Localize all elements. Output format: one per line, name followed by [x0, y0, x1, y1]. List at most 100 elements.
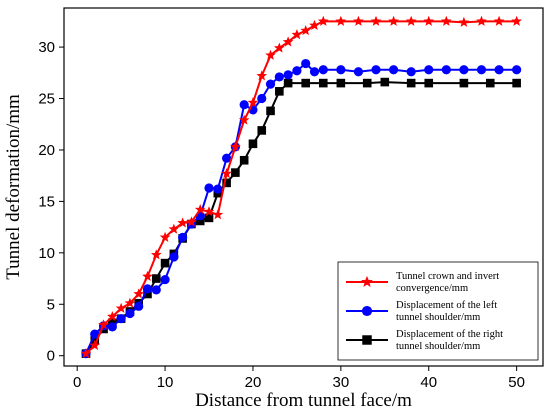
data-point [168, 223, 180, 234]
data-point [116, 314, 126, 324]
data-point [318, 65, 328, 75]
x-axis-label: Distance from tunnel face/m [195, 390, 412, 411]
y-tick-label: 10 [38, 245, 55, 262]
data-point [204, 183, 214, 193]
y-tick-label: 25 [38, 91, 55, 108]
y-tick-label: 20 [38, 142, 55, 159]
data-point [292, 66, 302, 76]
legend-label: tunnel shoulder/mm [396, 312, 480, 323]
data-point [195, 216, 205, 226]
data-point [406, 78, 416, 88]
data-point [256, 70, 268, 81]
x-tick-label: 30 [333, 374, 350, 391]
data-point [424, 65, 434, 75]
data-point [317, 15, 329, 26]
data-point [459, 65, 469, 75]
data-point [283, 70, 293, 80]
legend-label: Displacement of the right [396, 329, 503, 340]
data-point [204, 213, 214, 223]
data-point [405, 15, 417, 26]
data-point [212, 209, 224, 220]
legend-marker [362, 335, 372, 345]
data-point [213, 184, 223, 194]
data-point [98, 319, 109, 330]
data-point [257, 93, 267, 104]
data-point [159, 231, 171, 242]
legend-label: Displacement of the left [396, 300, 497, 311]
data-point [266, 106, 275, 116]
data-point [247, 97, 259, 108]
data-point [336, 78, 346, 88]
data-point [203, 206, 215, 217]
data-point [124, 297, 136, 308]
data-point [441, 15, 452, 26]
y-tick-label: 5 [47, 296, 55, 313]
data-point [388, 65, 399, 75]
legend-marker [361, 305, 373, 317]
series-1 [80, 15, 522, 359]
data-point [221, 153, 232, 163]
data-point [458, 16, 470, 27]
data-point [371, 65, 381, 75]
data-point [231, 168, 240, 177]
data-point [248, 139, 258, 149]
data-point [115, 302, 127, 313]
data-point [89, 339, 101, 350]
data-point [388, 15, 399, 26]
data-point [423, 15, 435, 26]
data-point [353, 67, 364, 77]
data-point [230, 141, 241, 152]
data-point [151, 274, 161, 283]
data-point [239, 155, 249, 165]
data-point [222, 178, 231, 188]
y-tick-label: 30 [38, 39, 55, 56]
data-point [282, 36, 294, 47]
data-point [301, 58, 311, 69]
data-point [336, 65, 346, 75]
data-point [221, 168, 232, 179]
data-point [309, 67, 320, 77]
data-series [80, 15, 522, 359]
data-point [134, 301, 144, 311]
data-point [275, 87, 284, 96]
data-point [274, 72, 284, 82]
data-point [353, 15, 364, 26]
data-point [493, 15, 505, 26]
data-point [107, 322, 117, 332]
data-point [265, 49, 276, 60]
axis-ticks: 0 10 20 30 40 50 0 5 10 15 20 25 30 [38, 39, 525, 391]
data-point [80, 348, 92, 359]
data-point [309, 19, 320, 31]
legend-marker [361, 275, 373, 287]
data-point [511, 15, 522, 26]
data-point [283, 78, 293, 88]
data-point [476, 15, 487, 26]
y-tick-label: 15 [38, 193, 55, 210]
data-point [265, 79, 276, 89]
data-point [107, 311, 118, 322]
legend-label: convergence/mm [396, 283, 468, 294]
data-point [178, 232, 188, 243]
legend-label: tunnel shoulder/mm [396, 341, 480, 352]
data-point [362, 78, 372, 88]
data-point [512, 65, 522, 75]
data-point [291, 29, 303, 40]
data-point [177, 217, 188, 228]
data-point [335, 15, 347, 26]
data-point [441, 65, 451, 75]
data-point [125, 308, 135, 319]
data-point [160, 258, 170, 268]
data-point [186, 216, 197, 227]
y-tick-label: 0 [47, 348, 55, 365]
data-point [301, 78, 310, 88]
x-tick-label: 50 [508, 374, 525, 391]
data-point [424, 78, 434, 88]
data-point [133, 288, 145, 299]
legend-label: Tunnel crown and invert [396, 271, 499, 282]
